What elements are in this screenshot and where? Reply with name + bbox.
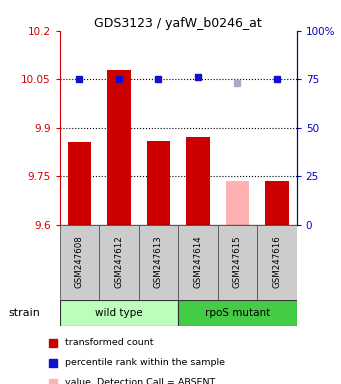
Bar xyxy=(99,225,139,300)
Bar xyxy=(178,300,297,326)
Text: rpoS mutant: rpoS mutant xyxy=(205,308,270,318)
Text: GSM247614: GSM247614 xyxy=(193,236,203,288)
Title: GDS3123 / yafW_b0246_at: GDS3123 / yafW_b0246_at xyxy=(94,17,262,30)
Bar xyxy=(226,181,249,225)
Bar xyxy=(60,225,99,300)
Bar xyxy=(265,181,289,225)
Text: strain: strain xyxy=(9,308,40,318)
Text: transformed count: transformed count xyxy=(65,338,154,347)
Text: GSM247608: GSM247608 xyxy=(75,236,84,288)
Text: wild type: wild type xyxy=(95,308,143,318)
Text: percentile rank within the sample: percentile rank within the sample xyxy=(65,358,225,367)
Bar xyxy=(107,70,131,225)
Text: value, Detection Call = ABSENT: value, Detection Call = ABSENT xyxy=(65,378,216,384)
Bar xyxy=(60,300,178,326)
Bar xyxy=(218,225,257,300)
Text: GSM247612: GSM247612 xyxy=(115,236,123,288)
Bar xyxy=(68,142,91,225)
Bar xyxy=(139,225,178,300)
Text: GSM247615: GSM247615 xyxy=(233,236,242,288)
Text: GSM247613: GSM247613 xyxy=(154,236,163,288)
Bar xyxy=(186,137,210,225)
Bar xyxy=(257,225,297,300)
Bar xyxy=(178,225,218,300)
Bar xyxy=(147,141,170,225)
Text: GSM247616: GSM247616 xyxy=(272,236,281,288)
